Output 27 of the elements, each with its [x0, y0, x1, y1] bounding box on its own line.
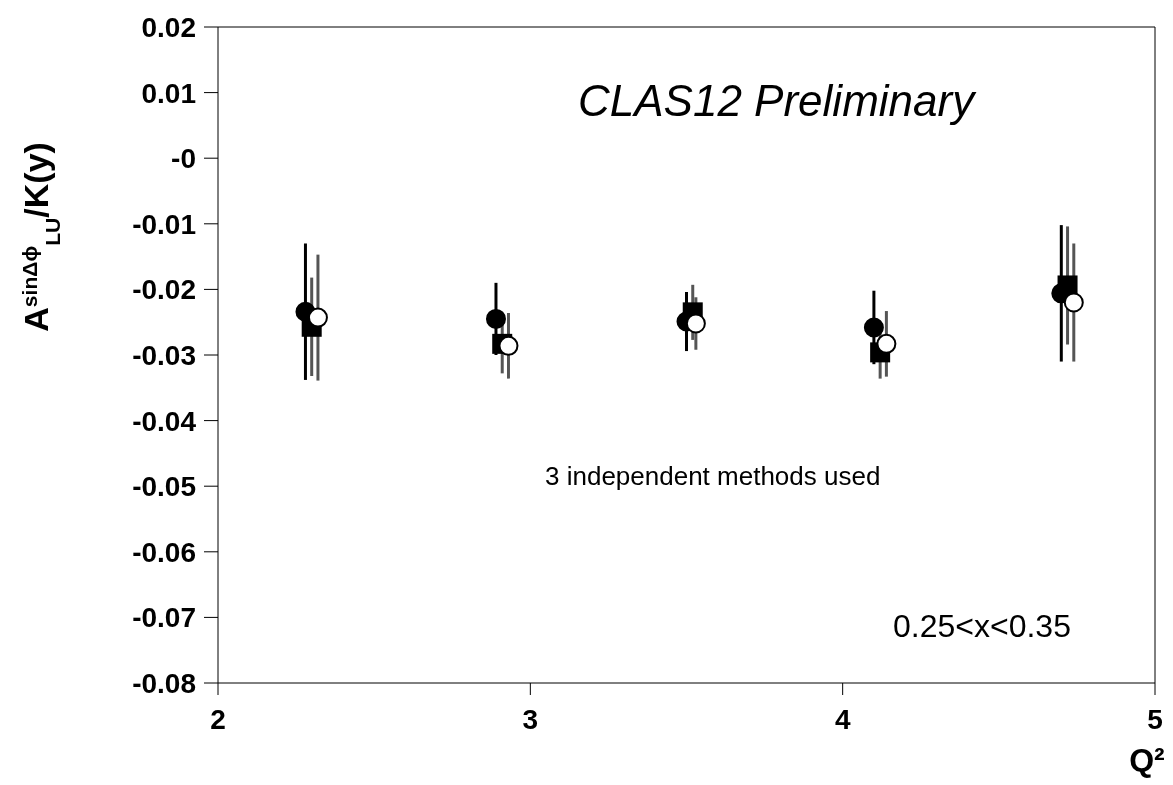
y-tick-label: -0.05: [132, 471, 196, 503]
annotation: 0.25<x<0.35: [893, 608, 1071, 645]
y-tick-label: 0.01: [141, 77, 196, 109]
y-tick-label: -0.07: [132, 602, 196, 634]
point: [685, 313, 706, 334]
x-axis-title: Q²: [1129, 742, 1165, 778]
x-tick-label: 4: [834, 703, 851, 735]
point: [863, 317, 884, 338]
point: [307, 307, 328, 328]
y-tick-label: -0.02: [132, 274, 196, 306]
point: [876, 333, 897, 354]
y-tick-label: -0.03: [132, 339, 196, 371]
point: [1057, 275, 1078, 296]
y-tick-label: -0.01: [132, 208, 196, 240]
y-tick-label: -0.04: [132, 405, 197, 437]
point: [498, 335, 519, 356]
annotation: CLAS12 Preliminary: [578, 76, 975, 126]
x-tick-label: 5: [1147, 703, 1163, 735]
x-tick-label: 3: [522, 703, 539, 735]
y-tick-label: 0.02: [141, 11, 196, 43]
y-tick-label: -0.08: [132, 667, 196, 699]
y-tick-label: -0: [171, 143, 196, 175]
y-tick-label: -0.06: [132, 536, 196, 568]
annotation: 3 independent methods used: [545, 461, 881, 492]
point: [1063, 292, 1084, 313]
x-tick-label: 2: [210, 703, 226, 735]
point: [485, 308, 506, 329]
